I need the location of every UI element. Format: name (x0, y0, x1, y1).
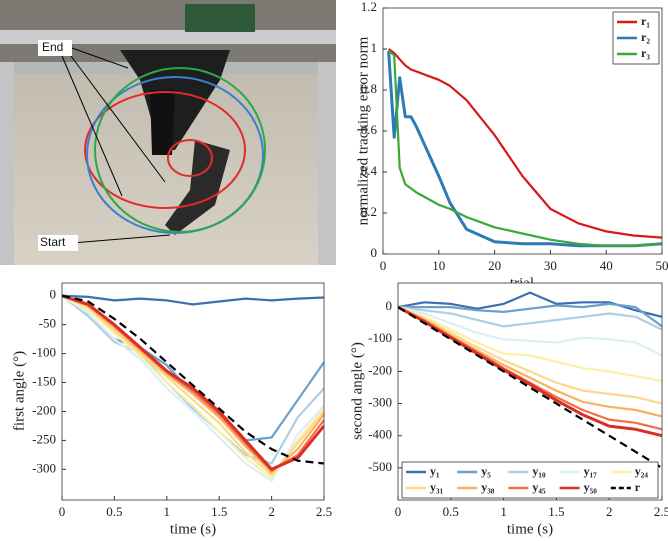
photo: End Start (0, 0, 336, 265)
legend-label: y₅ (481, 464, 491, 478)
legend-label: y₅₀ (584, 480, 598, 494)
series-line (62, 294, 324, 465)
legend-label: y₁₇ (584, 464, 598, 478)
y-tick-label: -400 (368, 427, 392, 442)
y-tick-label: -300 (32, 460, 56, 475)
y-axis-label: first angle (°) (11, 351, 27, 431)
legend-label: r₂ (641, 30, 650, 44)
series-line (62, 294, 324, 306)
x-axis-label: time (s) (170, 521, 216, 537)
x-tick-label: 2.5 (316, 504, 332, 519)
y-tick-label: -50 (39, 316, 56, 331)
start-label: Start (40, 235, 66, 249)
series-line (398, 306, 662, 405)
series-group (398, 291, 662, 469)
y-tick-label: -150 (32, 374, 56, 389)
series-group (387, 48, 662, 248)
y-axis-label: second angle (°) (349, 342, 365, 440)
legend-label: r₃ (641, 46, 650, 60)
x-tick-label: 1 (164, 504, 171, 519)
x-tick-label: 1.5 (548, 504, 564, 519)
x-tick-label: 0 (380, 258, 387, 273)
legend-label: y₃₈ (481, 480, 495, 494)
legend-label: y₃₁ (430, 480, 444, 494)
axes-frame (61, 282, 325, 501)
series-group (62, 294, 324, 482)
x-axis-label: time (s) (507, 521, 553, 537)
x-tick-label: 0.5 (443, 504, 459, 519)
y-tick-label: 0.8 (361, 81, 377, 96)
y-tick-label: 0.2 (361, 204, 377, 219)
legend-label: y₁₀ (532, 464, 546, 478)
x-tick-label: 1.5 (211, 504, 227, 519)
y-tick-label: -300 (368, 395, 392, 410)
legend-label: y₁ (430, 464, 440, 478)
series-line (398, 306, 662, 331)
x-tick-label: 40 (600, 258, 613, 273)
legend-label: r₁ (641, 14, 650, 28)
series-line (62, 294, 324, 465)
x-tick-label: 2 (606, 504, 613, 519)
y-tick-label: -200 (368, 362, 392, 377)
y-tick-label: -200 (32, 402, 56, 417)
series-line (387, 48, 662, 239)
x-tick-label: 2 (268, 504, 275, 519)
y-tick-label: 0 (386, 298, 393, 313)
series-line (398, 306, 662, 383)
x-tick-label: 0 (395, 504, 402, 519)
axes-frame (382, 7, 663, 255)
legend-label: r (635, 480, 641, 494)
x-tick-label: 20 (488, 258, 501, 273)
y-axis-label: normalized tracking error norm (355, 36, 371, 225)
y-tick-label: -100 (32, 345, 56, 360)
y-tick-label: 0.6 (361, 122, 378, 137)
y-tick-label: -500 (368, 459, 392, 474)
series-line (398, 306, 662, 357)
x-tick-label: 30 (544, 258, 557, 273)
y-tick-label: 0 (371, 245, 378, 260)
x-tick-label: 10 (432, 258, 445, 273)
y-tick-label: 1.2 (361, 0, 377, 14)
series-line (398, 305, 662, 438)
x-tick-label: 2.5 (654, 504, 668, 519)
y-tick-label: -250 (32, 431, 56, 446)
series-line (398, 302, 662, 328)
y-tick-label: 0.4 (361, 163, 378, 178)
x-tick-label: 0 (59, 504, 66, 519)
y-tick-label: 1 (371, 40, 378, 55)
series-line (387, 50, 662, 247)
legend-box (401, 461, 659, 499)
legend-label: y₂₄ (635, 464, 649, 478)
axes-frame (397, 282, 663, 501)
series-line (62, 294, 324, 471)
end-label: End (42, 40, 63, 54)
y-tick-label: 0 (50, 287, 57, 302)
legend-label: y₄₅ (532, 480, 546, 494)
x-tick-label: 1 (500, 504, 507, 519)
x-tick-label: 50 (656, 258, 668, 273)
x-tick-label: 0.5 (106, 504, 122, 519)
series-line (387, 50, 662, 248)
y-tick-label: -100 (368, 330, 392, 345)
